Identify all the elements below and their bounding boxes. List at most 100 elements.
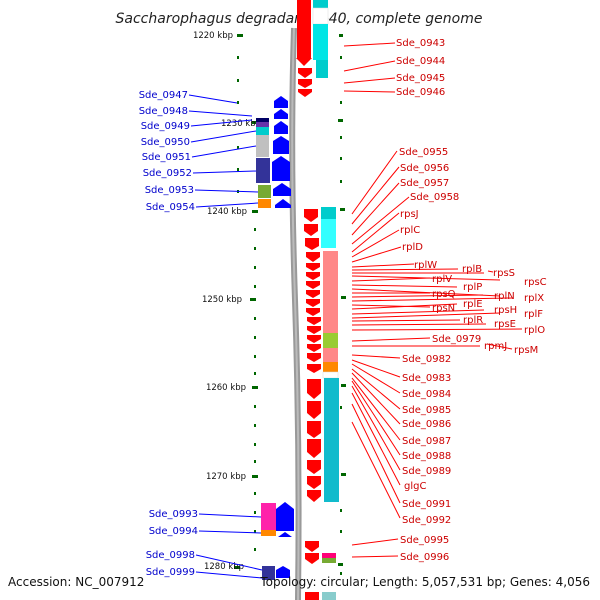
gene-label-rpsS[interactable]: rpsS [493, 268, 515, 279]
gene-label-rplO[interactable]: rplO [524, 325, 545, 336]
forward-gene-arrow [306, 272, 320, 280]
gene-label-Sde_0949[interactable]: Sde_0949 [141, 121, 190, 132]
gene-label-rpsM[interactable]: rpsM [514, 345, 538, 356]
scale-label-1260: 1260 kbp [206, 383, 246, 393]
gene-label-Sde_0995[interactable]: Sde_0995 [400, 535, 449, 546]
forward-gene-arrow [307, 353, 321, 362]
gene-label-rpsN[interactable]: rpsN [432, 303, 455, 314]
gene-label-Sde_0996[interactable]: Sde_0996 [400, 552, 449, 563]
gene-label-rplE[interactable]: rplE [463, 299, 483, 310]
scale-label-1270: 1270 kbp [206, 472, 246, 482]
gene-label-Sde_0945[interactable]: Sde_0945 [396, 73, 445, 84]
gene-label-Sde_0950[interactable]: Sde_0950 [141, 137, 190, 148]
gene-label-Sde_0991[interactable]: Sde_0991 [402, 499, 451, 510]
reverse-gene-arrow [278, 532, 292, 537]
forward-gene-arrow [307, 317, 321, 325]
accession-text: Accession: NC_007912 [8, 575, 144, 589]
gene-label-rpmJ[interactable]: rpmJ [484, 341, 507, 352]
gene-label-rplD[interactable]: rplD [402, 242, 423, 253]
gene-label-rplB[interactable]: rplB [462, 264, 482, 275]
forward-gene-arrow [307, 344, 321, 352]
gene-label-Sde_0954[interactable]: Sde_0954 [146, 202, 195, 213]
scale-bar: 1220 kbp 1230 kbp 1240 kbp 1250 kbp 1260… [193, 31, 346, 572]
gene-label-Sde_0955[interactable]: Sde_0955 [399, 147, 448, 158]
gene-label-rpsE[interactable]: rpsE [494, 319, 516, 330]
scale-label-1250: 1250 kbp [202, 295, 242, 305]
gene-label-Sde_0958[interactable]: Sde_0958 [410, 192, 459, 203]
gene-label-Sde_0983[interactable]: Sde_0983 [402, 373, 451, 384]
topology-text: Topology: circular; Length: 5,057,531 bp… [259, 575, 590, 589]
gene-label-Sde_0957[interactable]: Sde_0957 [400, 178, 449, 189]
gene-label-Sde_0989[interactable]: Sde_0989 [402, 466, 451, 477]
gene-label-Sde_0946[interactable]: Sde_0946 [396, 87, 445, 98]
forward-gene-arrow [307, 326, 321, 334]
gene-label-Sde_0953[interactable]: Sde_0953 [145, 185, 194, 196]
genome-backbone [289, 27, 302, 600]
gene-label-Sde_0956[interactable]: Sde_0956 [400, 163, 449, 174]
gene-label-Sde_0986[interactable]: Sde_0986 [402, 419, 451, 430]
gene-label-Sde_0951[interactable]: Sde_0951 [142, 152, 191, 163]
gene-label-Sde_0943[interactable]: Sde_0943 [396, 38, 445, 49]
gene-label-Sde_0947[interactable]: Sde_0947 [139, 90, 188, 101]
gene-label-rplV[interactable]: rplV [432, 274, 452, 285]
gene-label-Sde_0952[interactable]: Sde_0952 [143, 168, 192, 179]
reverse-gene-arrow [273, 183, 291, 196]
gene-label-Sde_0982[interactable]: Sde_0982 [402, 354, 451, 365]
gene-label-Sde_0944[interactable]: Sde_0944 [396, 56, 445, 67]
gene-label-rplC[interactable]: rplC [400, 225, 420, 236]
reverse-gene-arrow [276, 566, 290, 578]
gene-label-Sde_0999[interactable]: Sde_0999 [146, 567, 195, 578]
left-label-column: Sde_0947 Sde_0948 Sde_0949 Sde_0950 Sde_… [139, 90, 263, 579]
gene-label-rplW[interactable]: rplW [414, 260, 437, 271]
gene-label-rplR[interactable]: rplR [463, 315, 483, 326]
forward-gene-arrow [306, 263, 320, 271]
forward-gene-arrow [298, 79, 312, 88]
forward-gene-arrow [298, 89, 312, 97]
gene-label-rplP[interactable]: rplP [463, 282, 482, 293]
scale-label-1230: 1230 kbp [221, 119, 261, 129]
gene-label-rpsC[interactable]: rpsC [524, 277, 547, 288]
reverse-gene-arrow [274, 96, 288, 108]
forward-cog-track [312, 0, 339, 600]
gene-label-Sde_0988[interactable]: Sde_0988 [402, 451, 451, 462]
forward-gene-arrow [306, 252, 320, 262]
forward-gene-arrow [307, 379, 321, 399]
gene-label-Sde_0948[interactable]: Sde_0948 [139, 106, 188, 117]
forward-gene-arrow [307, 439, 321, 458]
gene-label-Sde_0993[interactable]: Sde_0993 [149, 509, 198, 520]
reverse-gene-arrow [272, 156, 290, 181]
gene-label-rpsJ[interactable]: rpsJ [400, 209, 419, 220]
gene-label-rplF[interactable]: rplF [524, 309, 543, 320]
map-footer: Accession: NC_007912 Topology: circular;… [8, 575, 590, 589]
reverse-gene-arrow [274, 121, 288, 134]
gene-label-Sde_0985[interactable]: Sde_0985 [402, 405, 451, 416]
gene-label-Sde_0984[interactable]: Sde_0984 [402, 389, 451, 400]
forward-gene-arrow [298, 68, 312, 78]
right-track-dots [340, 56, 342, 575]
scale-label-1220: 1220 kbp [193, 31, 233, 41]
gene-label-rpsH[interactable]: rpsH [494, 305, 517, 316]
forward-gene-arrow [307, 401, 321, 419]
gene-label-glgC[interactable]: glgC [404, 481, 426, 492]
forward-gene-arrow [304, 209, 318, 222]
forward-gene-arrow [306, 308, 320, 316]
forward-gene-arrow [297, 0, 311, 58]
gene-label-Sde_0987[interactable]: Sde_0987 [402, 436, 451, 447]
gene-label-rplX[interactable]: rplX [524, 293, 544, 304]
forward-gene-arrow [305, 238, 319, 250]
gene-label-Sde_0979[interactable]: Sde_0979 [432, 334, 481, 345]
reverse-cog-track [256, 118, 276, 580]
forward-gene-arrow [307, 335, 321, 343]
right-label-column: Sde_0943 Sde_0944 Sde_0945 Sde_0946 Sde_… [343, 38, 547, 563]
forward-gene-track [296, 0, 321, 600]
reverse-gene-arrow [273, 136, 289, 154]
gene-label-rplN[interactable]: rplN [494, 291, 515, 302]
gene-label-Sde_0998[interactable]: Sde_0998 [146, 550, 195, 561]
forward-gene-arrow [305, 592, 319, 600]
gene-label-Sde_0994[interactable]: Sde_0994 [149, 526, 198, 537]
gene-label-rpsQ[interactable]: rpsQ [432, 289, 456, 300]
gene-label-Sde_0992[interactable]: Sde_0992 [402, 515, 451, 526]
scale-label-1280: 1280 kbp [204, 562, 244, 572]
